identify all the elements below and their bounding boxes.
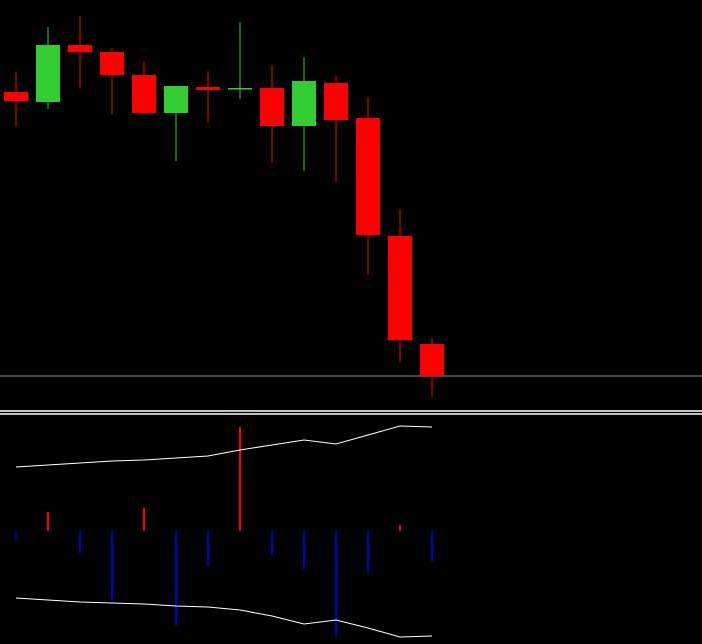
candle-body bbox=[196, 87, 220, 90]
candle-body bbox=[356, 118, 380, 235]
candle-body bbox=[36, 45, 60, 102]
candle-body bbox=[260, 88, 284, 126]
candle-body bbox=[4, 92, 28, 101]
candle-body bbox=[324, 83, 348, 120]
candle-body bbox=[164, 86, 188, 113]
candle-body bbox=[420, 344, 444, 376]
band-line bbox=[15, 425, 433, 468]
candle-body bbox=[132, 75, 156, 113]
candle-body bbox=[68, 45, 92, 52]
candle-body bbox=[388, 236, 412, 340]
candle-body bbox=[100, 52, 124, 75]
candle-body bbox=[292, 81, 316, 126]
candle-body bbox=[228, 88, 252, 90]
band-line bbox=[15, 597, 433, 638]
